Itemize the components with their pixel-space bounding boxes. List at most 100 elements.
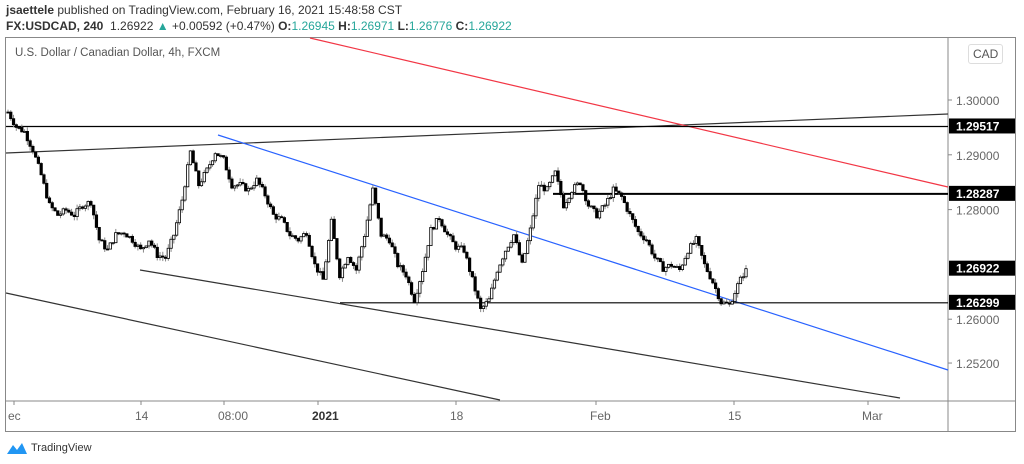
candle [564,202,568,209]
candle [481,305,486,309]
candle [310,245,314,258]
candle [738,276,743,285]
red-resistance-line [309,37,949,188]
candle [409,282,414,295]
candle [575,182,579,186]
candle [476,290,480,299]
candle [492,279,497,289]
candle [249,187,253,190]
candle [407,276,411,284]
candle [150,240,154,246]
candle [175,222,179,236]
candle [100,239,104,242]
candle [509,242,513,248]
candle [318,271,322,273]
candle [155,246,159,258]
candle [197,170,201,187]
candle [379,217,383,237]
candle [172,234,176,240]
candle [484,301,488,307]
candle [199,181,204,187]
candle [434,218,439,230]
candle [374,187,378,204]
candle [664,266,668,272]
symbol: FX:USDCAD, 240 [6,19,104,33]
candle [412,293,416,304]
candle [559,180,563,196]
candle [415,292,419,304]
candle [92,204,96,216]
candle [17,127,21,129]
tradingview-logo[interactable]: TradingView [6,441,92,455]
candle [25,130,29,142]
candle [470,271,474,278]
candle [730,301,734,305]
candle [266,195,270,205]
candle [22,130,27,133]
price-label-box [949,294,1015,310]
candle [332,218,336,239]
candle [291,235,295,238]
candle [553,170,557,177]
candle [147,240,151,247]
candle [53,207,57,212]
price-label: 1.26299 [956,296,1000,310]
candle [343,263,347,269]
candle [725,301,729,304]
candle [108,242,112,250]
candle [625,202,629,212]
candle [736,283,740,294]
candle [382,234,386,237]
candle [315,263,320,273]
high-label: H: [338,19,351,33]
candle [534,197,538,217]
candle [570,191,574,199]
candle [111,242,115,245]
low-value: 1.26776 [408,19,453,33]
candle [454,241,458,250]
author[interactable]: jsaettele [6,3,55,17]
candle [514,234,519,244]
candle [617,190,621,194]
candle [357,256,361,271]
candle [440,219,444,227]
blue-channel-line [217,134,949,371]
candle [9,111,13,120]
candle [650,244,654,255]
candle [526,240,530,254]
candle [103,240,107,250]
candle [711,278,715,284]
publish-info: jsaettele published on TradingView.com, … [6,3,402,17]
candle [81,206,85,209]
candle [545,186,549,192]
candle [473,276,477,292]
candle [697,236,701,246]
currency-badge[interactable]: CAD [968,44,1004,64]
candle [139,244,143,250]
candle [495,271,499,281]
x-tick-label: Feb [590,409,611,423]
close-value: 1.26922 [468,19,512,33]
open-value: 1.26945 [291,19,335,33]
candle [614,186,618,192]
candle [219,155,223,157]
candle [313,256,317,265]
candle [340,267,345,279]
candle [116,232,121,235]
candle [429,227,433,247]
candle [122,232,126,235]
x-tick-label: Mar [862,409,883,423]
candle [324,261,328,280]
candle [349,257,353,263]
candle [144,245,148,249]
candle [61,208,65,215]
candle [152,244,157,248]
candle [678,266,682,270]
candle [680,264,685,270]
price-label-box [949,260,1015,276]
candle [567,197,571,203]
candle [479,297,483,309]
candle [421,271,425,282]
candle [581,184,585,191]
